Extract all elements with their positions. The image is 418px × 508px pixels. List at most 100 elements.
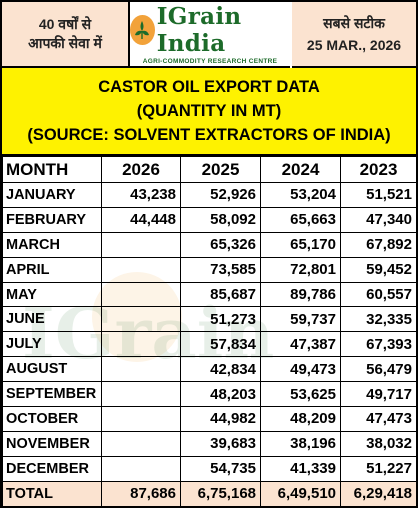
value-cell: 32,335 bbox=[340, 306, 417, 333]
value-cell: 65,170 bbox=[260, 231, 341, 258]
value-cell: 67,892 bbox=[340, 231, 417, 258]
value-cell: 6,49,510 bbox=[260, 480, 341, 507]
value-cell: 38,196 bbox=[260, 430, 341, 457]
table-row: FEBRUARY 44,448 58,092 65,663 47,340 bbox=[2, 206, 417, 233]
value-cell: 47,387 bbox=[260, 331, 341, 358]
value-cell: 60,557 bbox=[340, 281, 417, 308]
title-line3: (SOURCE: SOLVENT EXTRACTORS OF INDIA) bbox=[27, 126, 391, 144]
value-cell: 87,686 bbox=[101, 480, 181, 507]
table-row: JANUARY 43,238 52,926 53,204 51,521 bbox=[2, 182, 417, 208]
month-cell: MARCH bbox=[2, 231, 102, 258]
value-cell: 65,326 bbox=[180, 231, 261, 258]
value-cell: 47,473 bbox=[340, 406, 417, 432]
header: 40 वर्षों से आपकी सेवा में IGrain India … bbox=[2, 2, 416, 68]
value-cell: 85,687 bbox=[180, 281, 261, 308]
value-cell: 54,735 bbox=[180, 455, 261, 482]
report-date: 25 MAR., 2026 bbox=[306, 37, 402, 53]
value-cell: 89,786 bbox=[260, 281, 341, 308]
value-cell: 43,238 bbox=[101, 182, 181, 208]
value-cell: 48,203 bbox=[180, 381, 261, 408]
table-row: SEPTEMBER 48,203 53,625 49,717 bbox=[2, 381, 417, 408]
value-cell: 53,625 bbox=[260, 381, 341, 408]
header-left-line1: 40 वर्षों से bbox=[38, 16, 92, 32]
total-row: TOTAL 87,686 6,75,168 6,49,510 6,29,418 bbox=[2, 480, 417, 507]
value-cell: 57,834 bbox=[180, 331, 261, 358]
value-cell: 73,585 bbox=[180, 256, 261, 283]
value-cell bbox=[101, 306, 181, 333]
value-cell bbox=[101, 455, 181, 482]
month-cell: DECEMBER bbox=[2, 455, 102, 482]
value-cell bbox=[101, 356, 181, 383]
value-cell: 59,737 bbox=[260, 306, 341, 333]
value-cell: 49,717 bbox=[340, 381, 417, 408]
export-table: MONTH 2026 2025 2024 2023 JANUARY 43,238 5… bbox=[2, 156, 417, 507]
value-cell: 39,683 bbox=[180, 430, 261, 457]
column-header: 2026 bbox=[101, 156, 181, 183]
table-row: JUNE 51,273 59,737 32,335 bbox=[2, 306, 417, 333]
value-cell: 44,448 bbox=[101, 206, 181, 233]
value-cell bbox=[101, 381, 181, 408]
value-cell bbox=[101, 331, 181, 358]
value-cell: 48,209 bbox=[260, 406, 341, 432]
value-cell: 56,479 bbox=[340, 356, 417, 383]
value-cell: 47,340 bbox=[340, 206, 417, 233]
month-cell: TOTAL bbox=[2, 480, 102, 507]
value-cell: 52,926 bbox=[180, 182, 261, 208]
value-cell: 65,663 bbox=[260, 206, 341, 233]
value-cell bbox=[101, 231, 181, 258]
value-cell: 44,982 bbox=[180, 406, 261, 432]
value-cell: 6,75,168 bbox=[180, 480, 261, 507]
brand-logo: IGrain India AGRI-COMMODITY RESEARCH CEN… bbox=[130, 2, 290, 68]
value-cell: 51,273 bbox=[180, 306, 261, 333]
value-cell: 67,393 bbox=[340, 331, 417, 358]
value-cell: 53,204 bbox=[260, 182, 341, 208]
value-cell: 59,452 bbox=[340, 256, 417, 283]
table-row: JULY 57,834 47,387 67,393 bbox=[2, 331, 417, 358]
value-cell: 72,801 bbox=[260, 256, 341, 283]
header-left-line2: आपकी सेवा में bbox=[28, 35, 102, 51]
table-row: MARCH 65,326 65,170 67,892 bbox=[2, 231, 417, 258]
month-cell: JULY bbox=[2, 331, 102, 358]
month-cell: NOVEMBER bbox=[2, 430, 102, 457]
brand-name: IGrain India bbox=[156, 3, 242, 57]
month-cell: AUGUST bbox=[2, 356, 102, 383]
header-right-line1: सबसे सटीक bbox=[323, 15, 385, 31]
title-line1: CASTOR OIL EXPORT DATA bbox=[98, 78, 320, 96]
value-cell: 38,032 bbox=[340, 430, 417, 457]
table-row: NOVEMBER 39,683 38,196 38,032 bbox=[2, 430, 417, 457]
title-line2: (QUANTITY IN MT) bbox=[136, 102, 282, 120]
value-cell: 41,339 bbox=[260, 455, 341, 482]
column-header: MONTH bbox=[2, 156, 102, 183]
value-cell bbox=[101, 406, 181, 432]
month-cell: JUNE bbox=[2, 306, 102, 333]
month-cell: FEBRUARY bbox=[2, 206, 102, 233]
brand-tagline: AGRI-COMMODITY RESEARCH CENTRE bbox=[142, 58, 278, 65]
value-cell: 51,227 bbox=[340, 455, 417, 482]
month-cell: SEPTEMBER bbox=[2, 381, 102, 408]
value-cell: 51,521 bbox=[340, 182, 417, 208]
value-cell: 42,834 bbox=[180, 356, 261, 383]
table-row: DECEMBER 54,735 41,339 51,227 bbox=[2, 455, 417, 482]
value-cell bbox=[101, 430, 181, 457]
month-cell: MAY bbox=[2, 281, 102, 308]
month-cell: APRIL bbox=[2, 256, 102, 283]
header-right-box: सबसे सटीक 25 MAR., 2026 bbox=[292, 2, 416, 68]
title-box: CASTOR OIL EXPORT DATA (QUANTITY IN MT) … bbox=[2, 68, 416, 156]
value-cell bbox=[101, 281, 181, 308]
value-cell bbox=[101, 256, 181, 283]
table-header-row: MONTH 2026 2025 2024 2023 bbox=[2, 156, 417, 183]
table-row: APRIL 73,585 72,801 59,452 bbox=[2, 256, 417, 283]
value-cell: 6,29,418 bbox=[340, 480, 417, 507]
column-header: 2025 bbox=[180, 156, 261, 183]
value-cell: 49,473 bbox=[260, 356, 341, 383]
column-header: 2023 bbox=[340, 156, 417, 183]
grain-icon bbox=[130, 15, 155, 45]
month-cell: OCTOBER bbox=[2, 406, 102, 432]
value-cell: 58,092 bbox=[180, 206, 261, 233]
column-header: 2024 bbox=[260, 156, 341, 183]
table-row: MAY 85,687 89,786 60,557 bbox=[2, 281, 417, 308]
table-row: AUGUST 42,834 49,473 56,479 bbox=[2, 356, 417, 383]
month-cell: JANUARY bbox=[2, 182, 102, 208]
header-left-box: 40 वर्षों से आपकी सेवा में bbox=[2, 2, 130, 68]
